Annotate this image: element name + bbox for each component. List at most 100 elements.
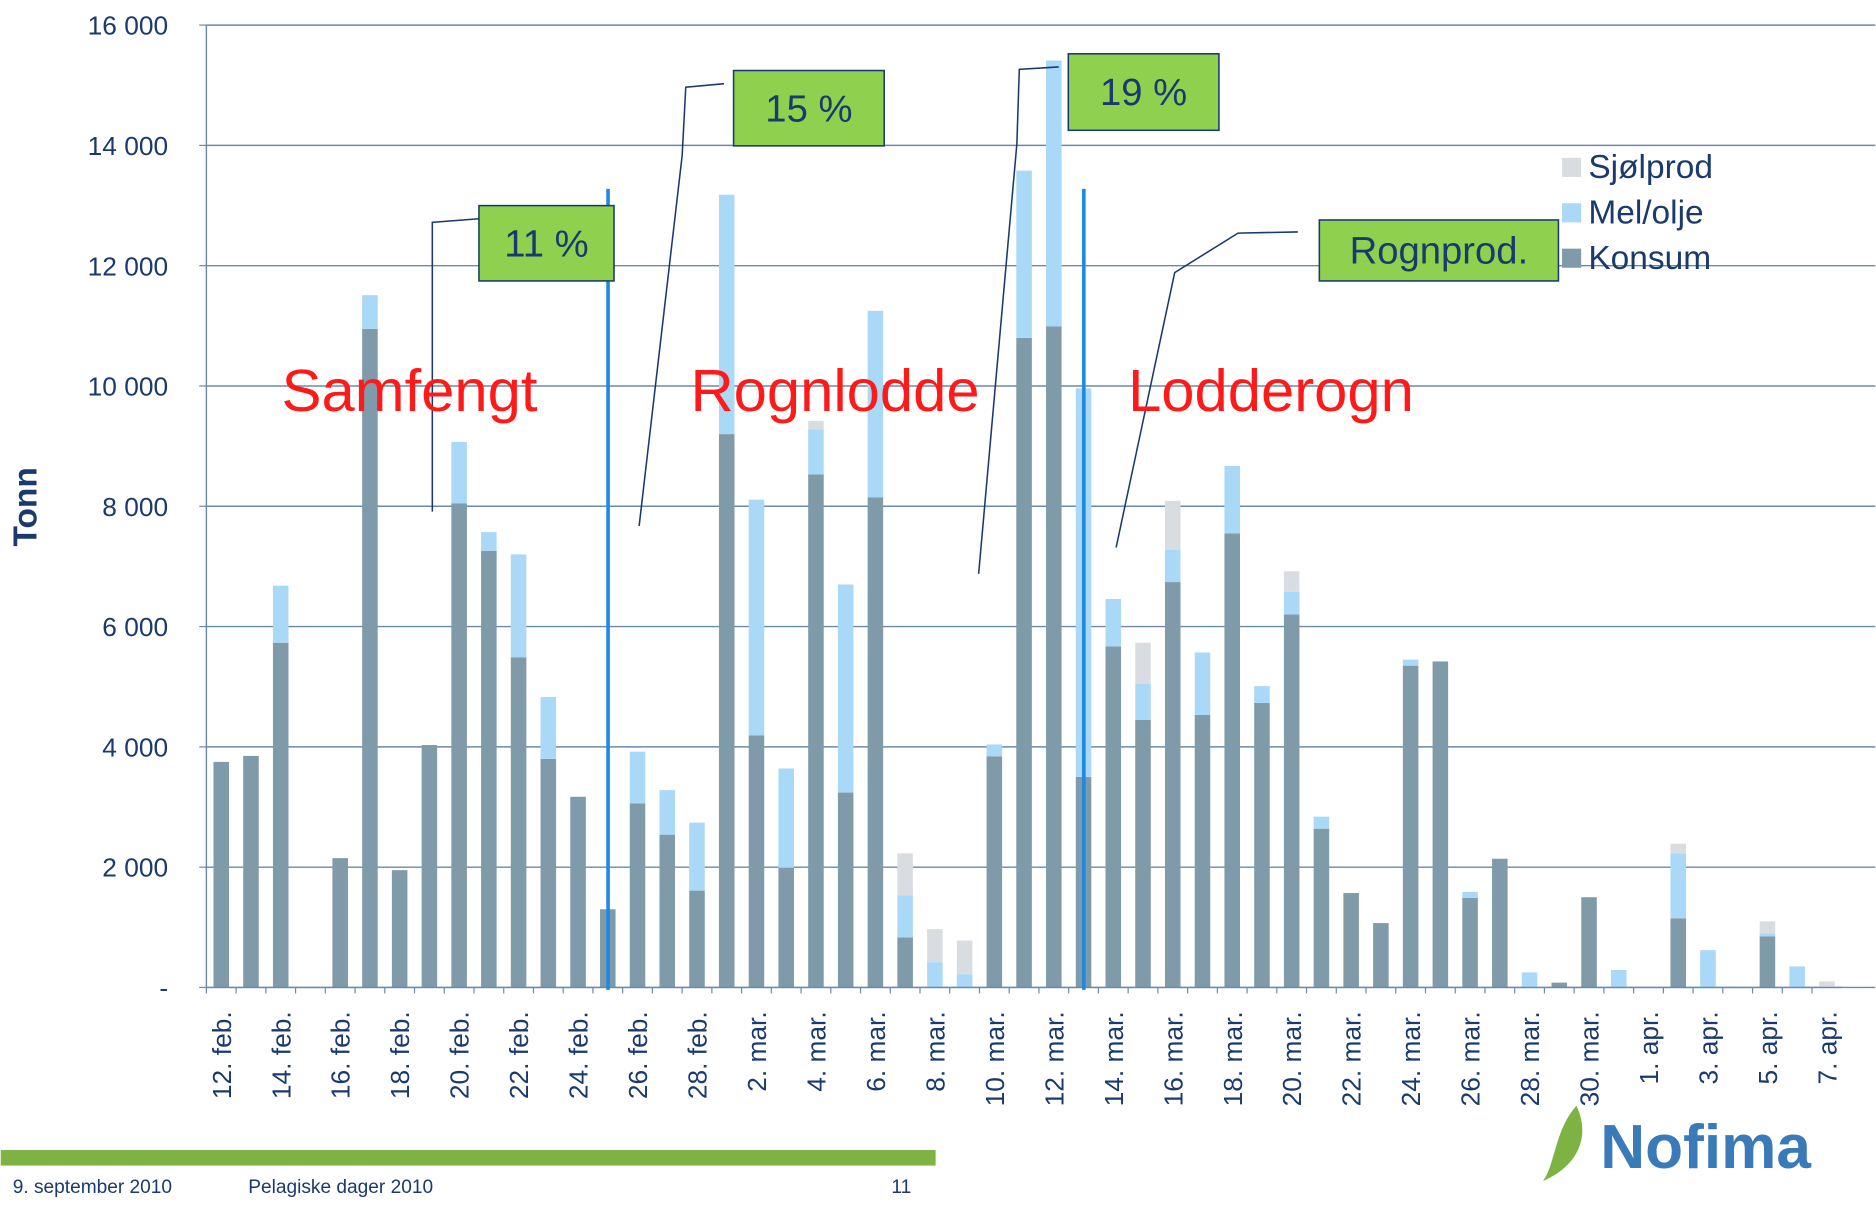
bar-segment bbox=[1164, 582, 1181, 988]
legend-label: Konsum bbox=[1588, 240, 1711, 277]
x-tick-label: 4. mar. bbox=[801, 1011, 831, 1091]
bar-segment bbox=[1224, 533, 1240, 988]
bar-segment bbox=[1135, 642, 1151, 684]
bar-segment bbox=[1581, 897, 1597, 988]
bar-segment bbox=[1462, 891, 1478, 898]
annotation-box bbox=[732, 69, 885, 147]
x-tick-label: 14. mar. bbox=[1099, 1011, 1129, 1106]
y-axis-label: Tonn bbox=[8, 467, 45, 546]
x-tick-label: 24. mar. bbox=[1396, 1011, 1426, 1106]
bar-segment bbox=[689, 890, 705, 988]
bar-segment bbox=[213, 761, 230, 988]
x-tick-label: 8. mar. bbox=[920, 1011, 950, 1091]
legend-label: Sjølprod bbox=[1588, 149, 1713, 186]
bar-segment bbox=[897, 937, 913, 988]
x-tick-label: 18. feb. bbox=[385, 1011, 415, 1099]
bar-segment bbox=[510, 554, 527, 658]
bar-segment bbox=[243, 755, 259, 988]
x-tick-label: 22. feb. bbox=[504, 1011, 534, 1099]
bar-segment bbox=[1521, 972, 1538, 988]
bar-segment bbox=[629, 803, 646, 988]
x-tick-label: 20. feb. bbox=[445, 1011, 475, 1099]
bar-segment bbox=[1194, 714, 1211, 988]
bar-segment bbox=[451, 441, 467, 504]
bar-segment bbox=[986, 744, 1003, 757]
y-tick-label: 4 000 bbox=[102, 732, 168, 762]
bar-segment bbox=[718, 194, 735, 435]
bar-segment bbox=[332, 858, 348, 988]
bar-segment bbox=[1313, 816, 1330, 829]
callouts bbox=[431, 66, 1298, 574]
annotation-box bbox=[1067, 53, 1220, 132]
period-label: Samfengt bbox=[282, 357, 538, 424]
bar-segment bbox=[272, 642, 289, 988]
bar-segment bbox=[1105, 598, 1122, 647]
x-tick-label: 16. feb. bbox=[326, 1011, 356, 1099]
bar-segment bbox=[1283, 614, 1300, 988]
y-tick-label: 2 000 bbox=[102, 853, 168, 883]
bar-segment bbox=[272, 585, 289, 643]
legend: Sjølprod Mel/olje Konsum bbox=[1562, 149, 1713, 277]
bar-segment bbox=[986, 756, 1003, 988]
bar-segment bbox=[659, 790, 676, 835]
bar-segment bbox=[1016, 337, 1032, 988]
x-tick-label: 30. mar. bbox=[1575, 1011, 1605, 1106]
x-tick-label: 20. mar. bbox=[1277, 1011, 1307, 1106]
callout-line bbox=[1115, 231, 1298, 548]
bar-segment bbox=[748, 499, 765, 736]
bar-segment bbox=[1462, 897, 1478, 988]
x-tick-label: 6. mar. bbox=[861, 1011, 891, 1091]
callout-line bbox=[638, 82, 725, 527]
y-tick-label: 10 000 bbox=[88, 372, 168, 402]
bar-segment bbox=[1254, 686, 1270, 703]
bar-segment bbox=[927, 929, 943, 963]
bar-segment bbox=[540, 758, 557, 988]
bar-segment bbox=[1283, 591, 1300, 615]
bar-segment bbox=[956, 940, 973, 975]
bar-segment bbox=[1670, 918, 1686, 988]
bar-segment bbox=[1194, 652, 1211, 715]
logo-mark bbox=[1542, 1105, 1583, 1182]
bar-segment bbox=[808, 474, 824, 988]
bar-segment bbox=[1402, 659, 1419, 666]
annotation-label: 11 % bbox=[504, 222, 588, 265]
bar-segment bbox=[1135, 719, 1151, 988]
legend-swatch bbox=[1562, 248, 1582, 268]
x-tick-label: 12. feb. bbox=[207, 1011, 237, 1099]
bar-segment bbox=[540, 696, 557, 759]
period-label: Lodderogn bbox=[1128, 357, 1414, 424]
y-tick-label: 12 000 bbox=[88, 251, 168, 281]
x-tick-label: 18. mar. bbox=[1218, 1011, 1248, 1106]
bar-segment bbox=[1759, 933, 1776, 937]
bar-segment bbox=[689, 822, 705, 891]
bar-segment bbox=[1283, 571, 1300, 592]
y-tick-label: - bbox=[159, 973, 168, 1003]
bar-segment bbox=[362, 295, 378, 329]
bar-segment bbox=[897, 853, 913, 896]
x-tick-label: 16. mar. bbox=[1158, 1011, 1188, 1106]
bar-segment bbox=[778, 867, 794, 988]
legend-swatch bbox=[1562, 157, 1582, 177]
bar-segment bbox=[1046, 326, 1062, 988]
bar-segment bbox=[481, 532, 497, 551]
x-tick-label: 26. feb. bbox=[623, 1011, 653, 1099]
bar-segment bbox=[1759, 936, 1776, 988]
x-tick-label: 1. apr. bbox=[1634, 1011, 1664, 1084]
bar-segment bbox=[1135, 683, 1151, 720]
bar-segment bbox=[748, 735, 765, 988]
bar-segment bbox=[1551, 982, 1568, 988]
annotation-box bbox=[1318, 219, 1560, 282]
y-tick-label: 14 000 bbox=[88, 131, 168, 161]
y-tick-label: 6 000 bbox=[102, 612, 168, 642]
bar-segment bbox=[718, 434, 735, 988]
bar-segment bbox=[837, 792, 854, 988]
x-tick-label: 28. feb. bbox=[683, 1011, 713, 1099]
x-tick-label: 24. feb. bbox=[564, 1011, 594, 1099]
bar-segment bbox=[1789, 966, 1805, 988]
footer-bar bbox=[0, 1150, 936, 1166]
period-label: Rognlodde bbox=[691, 357, 980, 424]
bar-segment bbox=[1432, 661, 1449, 988]
bar-segment bbox=[1016, 170, 1032, 338]
footer-date: 9. september 2010 bbox=[13, 1177, 172, 1198]
